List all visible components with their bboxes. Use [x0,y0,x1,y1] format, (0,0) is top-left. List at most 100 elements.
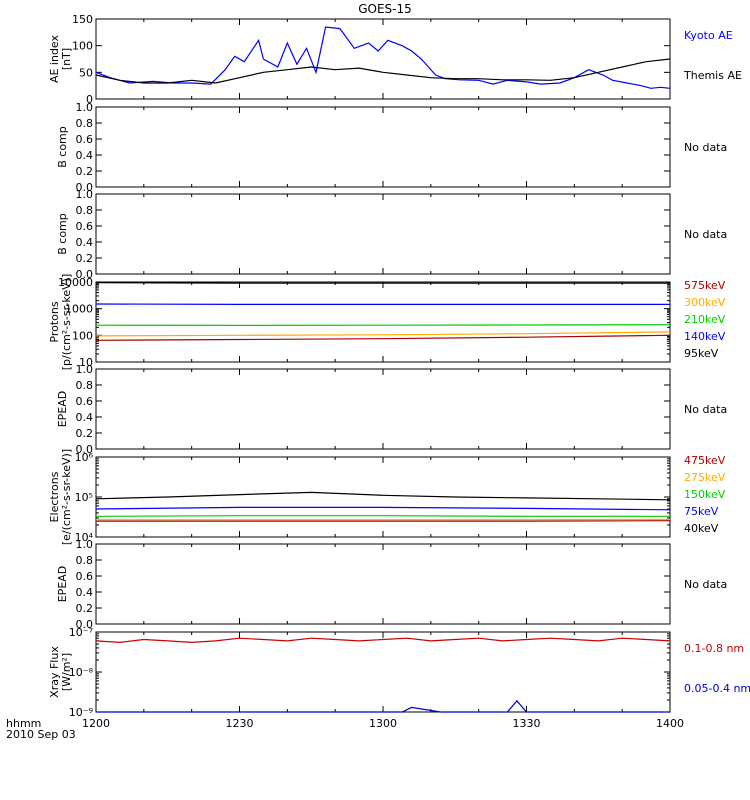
y-axis-label: [p/(cm²-s-sr-keV)] [60,274,73,371]
series-line-40kev [95,491,671,501]
y-tick-label: 150 [72,13,93,26]
y-axis-label: B comp [56,213,69,255]
panel-b2: 0.0 0.2 0.4 0.6 0.8 1.0 B comp No data [56,188,727,281]
series-line-95kev [95,282,670,284]
panel-frame [95,106,671,188]
legend-entry: Themis AE [683,69,742,82]
no-data-label: No data [684,228,727,241]
y-axis-label: Protons [48,301,61,342]
panel-epead1: 0.0 0.2 0.4 0.6 0.8 1.0 EPEAD No data [56,363,727,456]
x-tick-label: 1230 [226,717,254,730]
y-axis-label: Xray Flux [48,646,61,698]
y-tick-label: 0.2 [76,252,94,265]
y-axis-label: EPEAD [56,566,69,603]
legend-entry: 0.1-0.8 nm [684,642,744,655]
y-tick-label: 0.8 [76,379,94,392]
panel-protons: 10 100 1000 10000 Protons [p/(cm²-s-sr-keV)] 5… [48,274,726,371]
y-tick-label: 0.6 [76,220,94,233]
y-tick-label: 0.2 [76,165,94,178]
y-axis-label: [nT] [60,48,73,70]
series-line-575kev [95,334,671,341]
legend-entry: 75keV [684,505,719,518]
series-line-kyoto-ae [95,26,671,89]
y-tick-label: 0.4 [76,411,94,424]
panel-frame [95,543,671,625]
y-tick-label: 0.6 [76,133,94,146]
y-tick-label: 0.8 [76,117,94,130]
y-tick-label: 100 [72,40,93,53]
y-axis-label: EPEAD [56,391,69,428]
series-line-0-05-0-4-nm [96,699,670,713]
y-tick-label: 10⁴ [75,531,94,544]
y-tick-label: 0.0 [76,618,94,631]
y-tick-label: 0.8 [76,554,94,567]
panel-frame [95,631,671,713]
series-line-300kev [95,331,671,337]
y-tick-label: 0.0 [76,443,94,456]
y-tick-label: 1000 [65,303,93,316]
y-tick-label: 10⁶ [75,451,94,464]
date-label: 2010 Sep 03 [6,728,76,741]
y-axis-label: AE index [48,34,61,83]
x-start-label: hhmm [6,717,41,730]
legend-entry: 40keV [684,522,719,535]
legend-entry: 140keV [684,330,726,343]
y-tick-label: 0.2 [76,427,94,440]
legend-entry: 300keV [684,296,726,309]
legend-entry: 95keV [684,347,719,360]
y-axis-label: B comp [56,126,69,168]
series-line-0-1-0-8-nm [95,637,671,644]
x-tick-label: 1330 [513,717,541,730]
panel-electrons: 10⁴ 10⁵ 10⁶ Electrons [e/(cm²-s-sr-keV)] 475k… [48,449,726,545]
y-tick-label: 10000 [58,276,93,289]
x-tick-label: 1300 [369,717,397,730]
y-tick-label: 10⁻⁹ [69,706,93,719]
panel-frame [95,18,671,100]
no-data-label: No data [684,141,727,154]
y-tick-label: 1.0 [76,363,94,376]
y-tick-label: 0 [86,93,93,106]
legend-entry: Kyoto AE [684,29,733,42]
x-tick-label: 1200 [82,717,110,730]
y-tick-label: 0.8 [76,204,94,217]
legend-entry: 0.05-0.4 nm [684,682,750,695]
y-axis-label: [e/(cm²-s-sr-keV)] [60,449,73,545]
y-tick-label: 0.0 [76,268,94,281]
y-tick-label: 50 [79,66,93,79]
y-axis-label: Electrons [48,471,61,522]
series-line-themis-ae [95,58,671,84]
panel-frame [95,368,671,450]
y-tick-label: 0.4 [76,586,94,599]
panel-frame [95,281,671,363]
y-tick-label: 0.0 [76,181,94,194]
panel-epead2: 0.0 0.2 0.4 0.6 0.8 1.0 EPEAD No data [56,538,727,631]
legend-entry: 575keV [684,279,726,292]
series-line-210kev [95,324,671,326]
y-axis-label: [W/m²] [60,653,73,691]
legend-entry: 150keV [684,488,726,501]
y-tick-label: 100 [72,329,93,342]
y-tick-label: 10 [79,356,93,369]
y-tick-label: 10⁵ [75,491,93,504]
panel-b1: 0.0 0.2 0.4 0.6 0.8 1.0 B comp No data [56,101,727,194]
legend-entry: 475keV [684,454,726,467]
series-line-75kev [95,506,671,511]
x-tick-label: 1400 [656,717,684,730]
legend-entry: 275keV [684,471,726,484]
y-tick-label: 10⁻⁸ [69,666,94,679]
y-tick-label: 1.0 [76,188,94,201]
y-tick-label: 1.0 [76,538,94,551]
panel-xray: 10⁻⁹ 10⁻⁸ 10⁻⁷ Xray Flux [W/m²] 0.1-0.8 nm 0.0… [48,626,750,719]
no-data-label: No data [684,403,727,416]
y-tick-label: 10⁻⁷ [69,626,93,639]
y-tick-label: 0.2 [76,602,94,615]
panel-frame [95,193,671,275]
panel-ae: 0 50 100 150 AE index [nT] Kyoto AE Themis AE [48,13,742,106]
chart-title: GOES-15 [358,2,412,16]
y-tick-label: 0.4 [76,149,94,162]
legend-entry: 210keV [684,313,726,326]
series-line-150kev [95,515,670,517]
y-tick-label: 0.6 [76,570,94,583]
no-data-label: No data [684,578,727,591]
